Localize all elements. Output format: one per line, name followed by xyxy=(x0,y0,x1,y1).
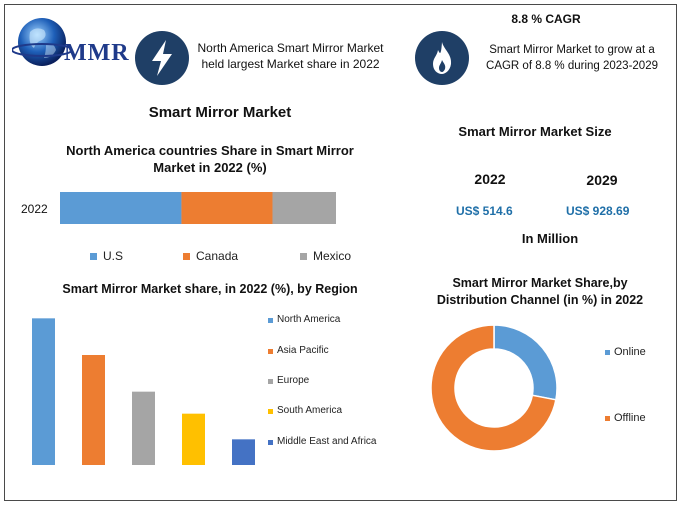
market-size-value-2029: US$ 928.69 xyxy=(566,204,630,218)
infographic-frame xyxy=(4,4,677,501)
region-bar-middle-east-and-africa xyxy=(232,439,255,465)
market-size-year-2029: 2029 xyxy=(586,172,618,188)
distribution-donut-chart xyxy=(430,324,558,452)
legend-south-america-swatch xyxy=(268,409,273,414)
legend-middle-east-africa: Middle East and Africa xyxy=(277,436,377,447)
stacked-bar-segment-mexico xyxy=(272,192,336,224)
region-bar-europe xyxy=(132,391,155,465)
market-size-unit: In Million xyxy=(521,231,579,246)
donut-slice-offline xyxy=(430,324,557,452)
stacked-bar-segment-canada xyxy=(181,192,273,224)
legend-europe: Europe xyxy=(277,375,310,386)
flame-icon xyxy=(415,31,469,85)
legend-us: U.S xyxy=(90,249,123,263)
market-size-year-2022: 2022 xyxy=(474,171,506,187)
legend-south-america: South America xyxy=(277,405,343,416)
legend-offline-swatch xyxy=(605,416,610,421)
legend-middle-east-africa-swatch xyxy=(268,440,273,445)
legend-asia-pacific: Asia Pacific xyxy=(277,345,329,356)
legend-canada-swatch xyxy=(183,253,190,261)
header-left-text: North America Smart Mirror Market held l… xyxy=(197,41,384,71)
legend-online-swatch xyxy=(605,350,610,355)
lightning-icon xyxy=(135,31,189,85)
region-share-chart-title: Smart Mirror Market share, in 2022 (%), … xyxy=(62,282,358,296)
region-bar-asia-pacific xyxy=(82,355,105,465)
globe-logo-icon xyxy=(12,18,72,66)
market-size-title: Smart Mirror Market Size xyxy=(458,124,612,139)
legend-north-america-swatch xyxy=(268,318,273,323)
legend-asia-pacific-swatch xyxy=(268,349,273,354)
stacked-bar-segment-u-s xyxy=(60,192,182,224)
legend-mexico-swatch xyxy=(300,253,307,261)
header-right-text: Smart Mirror Market to grow at a CAGR of… xyxy=(486,44,658,72)
market-size-value-2022: US$ 514.6 xyxy=(456,204,513,218)
legend-online: Online xyxy=(614,346,646,358)
region-bar-south-america xyxy=(182,413,205,465)
country-share-chart xyxy=(60,192,336,224)
legend-mexico: Mexico xyxy=(300,249,351,263)
distribution-chart-title: Smart Mirror Market Share,by Distributio… xyxy=(436,276,644,307)
region-legend: North America Asia Pacific Europe South … xyxy=(268,312,398,462)
legend-us-swatch xyxy=(90,253,97,261)
legend-europe-swatch xyxy=(268,379,273,384)
region-bar-north-america xyxy=(32,318,55,465)
legend-canada: Canada xyxy=(183,249,238,263)
country-share-chart-title: North America countries Share in Smart M… xyxy=(66,143,354,175)
legend-north-america: North America xyxy=(277,314,341,325)
brand-logo-text: MMR xyxy=(64,40,130,66)
cagr-title: 8.8 % CAGR xyxy=(511,12,581,26)
legend-offline: Offline xyxy=(614,412,646,424)
region-share-chart xyxy=(32,318,255,465)
country-share-y-tick: 2022 xyxy=(21,202,48,216)
main-title: Smart Mirror Market xyxy=(148,104,292,121)
donut-slice-online xyxy=(493,324,558,401)
